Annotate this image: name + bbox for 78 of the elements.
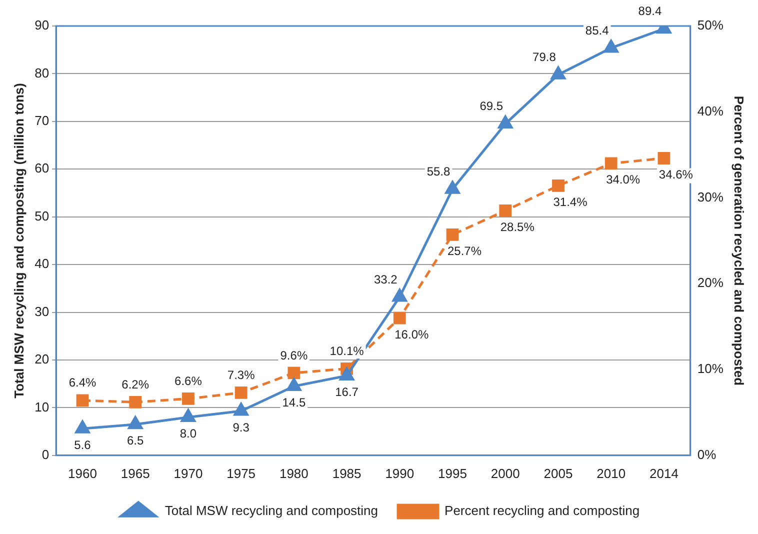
data-label: 9.3: [232, 420, 250, 434]
x-tick-label: 2000: [490, 466, 520, 481]
data-label: 79.8: [532, 50, 556, 64]
point: [498, 116, 513, 129]
data-label: 85.4: [585, 23, 610, 38]
data-label: 6.4%: [68, 376, 96, 390]
point: [76, 394, 89, 407]
point: [234, 402, 248, 416]
data-label: 31.4%: [553, 195, 588, 210]
y-tick-label: 90: [34, 18, 50, 33]
y2-tick-label: 50%: [697, 18, 724, 33]
x-tick-label: 1995: [438, 466, 467, 481]
y-tick-label: 40: [34, 256, 50, 272]
x-tick-label: 1970: [174, 466, 203, 481]
data-label: 25.7%: [447, 244, 482, 258]
point: [550, 66, 566, 80]
point: [288, 366, 300, 380]
y-tick-label: 70: [34, 113, 50, 128]
data-label: 34.0%: [606, 172, 640, 187]
point: [446, 228, 459, 241]
y-tick-label: 10: [34, 399, 50, 414]
x-tick-label: 2014: [649, 466, 678, 481]
x-tick-label: 1980: [279, 466, 308, 481]
y-tick-label: 30: [34, 304, 50, 319]
point: [182, 392, 194, 405]
x-tick-label: 1985: [332, 466, 362, 481]
y2-axis-title: Percent of generation recycled and composted: [732, 96, 747, 386]
x-tick-label: 2005: [544, 466, 573, 481]
point: [392, 288, 407, 302]
data-label: 6.5: [127, 434, 144, 448]
data-label: 6.6%: [174, 374, 202, 388]
point: [552, 180, 564, 192]
point: [128, 416, 143, 430]
data-label: 16.7: [335, 385, 359, 400]
data-label: 55.8: [426, 164, 451, 178]
legend-label: Percent recycling and composting: [444, 503, 640, 518]
legend-label: Total MSW recycling and composting: [164, 503, 378, 518]
data-label: 16.0%: [394, 327, 429, 342]
x-tick-label: 1990: [385, 466, 414, 481]
data-label: 69.5: [480, 99, 504, 114]
point: [393, 312, 406, 324]
y2-tick-label: 20%: [697, 275, 724, 290]
y-tick-label: 60: [34, 160, 50, 176]
data-label: 9.6%: [280, 348, 308, 362]
point: [604, 40, 618, 53]
point: [499, 204, 512, 217]
y2-tick-label: 30%: [697, 189, 724, 204]
data-label: 34.6%: [658, 168, 694, 182]
data-label: 33.2: [374, 272, 398, 286]
data-label: 6.2%: [122, 377, 150, 392]
data-label: 8.0: [180, 426, 197, 441]
point: [75, 420, 90, 434]
y-tick-label: 0: [42, 446, 50, 462]
y2-tick-label: 10%: [697, 361, 724, 376]
point: [286, 378, 302, 391]
y-tick-label: 50: [34, 208, 50, 224]
point: [180, 408, 196, 422]
x-tick-label: 1975: [226, 466, 256, 481]
data-label: 28.5%: [500, 220, 535, 234]
data-label: 5.6: [74, 438, 92, 452]
data-label: 7.3%: [227, 368, 256, 382]
point: [658, 152, 670, 164]
point: [339, 367, 354, 380]
y2-tick-label: 40%: [697, 103, 724, 118]
point: [445, 180, 460, 194]
data-label: 10.1%: [330, 344, 364, 358]
x-tick-label: 1965: [120, 466, 150, 481]
y2-tick-label: 0%: [697, 446, 717, 462]
x-tick-label: 1960: [68, 466, 97, 481]
data-label: 14.5: [282, 396, 306, 410]
x-tick-label: 2010: [596, 466, 626, 481]
y-tick-label: 20: [34, 352, 50, 367]
y-tick-label: 80: [34, 65, 50, 80]
y-axis-title: Total MSW recycling and composting (million tons): [11, 83, 26, 398]
point: [234, 386, 248, 399]
point: [129, 396, 142, 408]
data-label: 89.4: [638, 4, 662, 18]
point: [604, 157, 618, 170]
